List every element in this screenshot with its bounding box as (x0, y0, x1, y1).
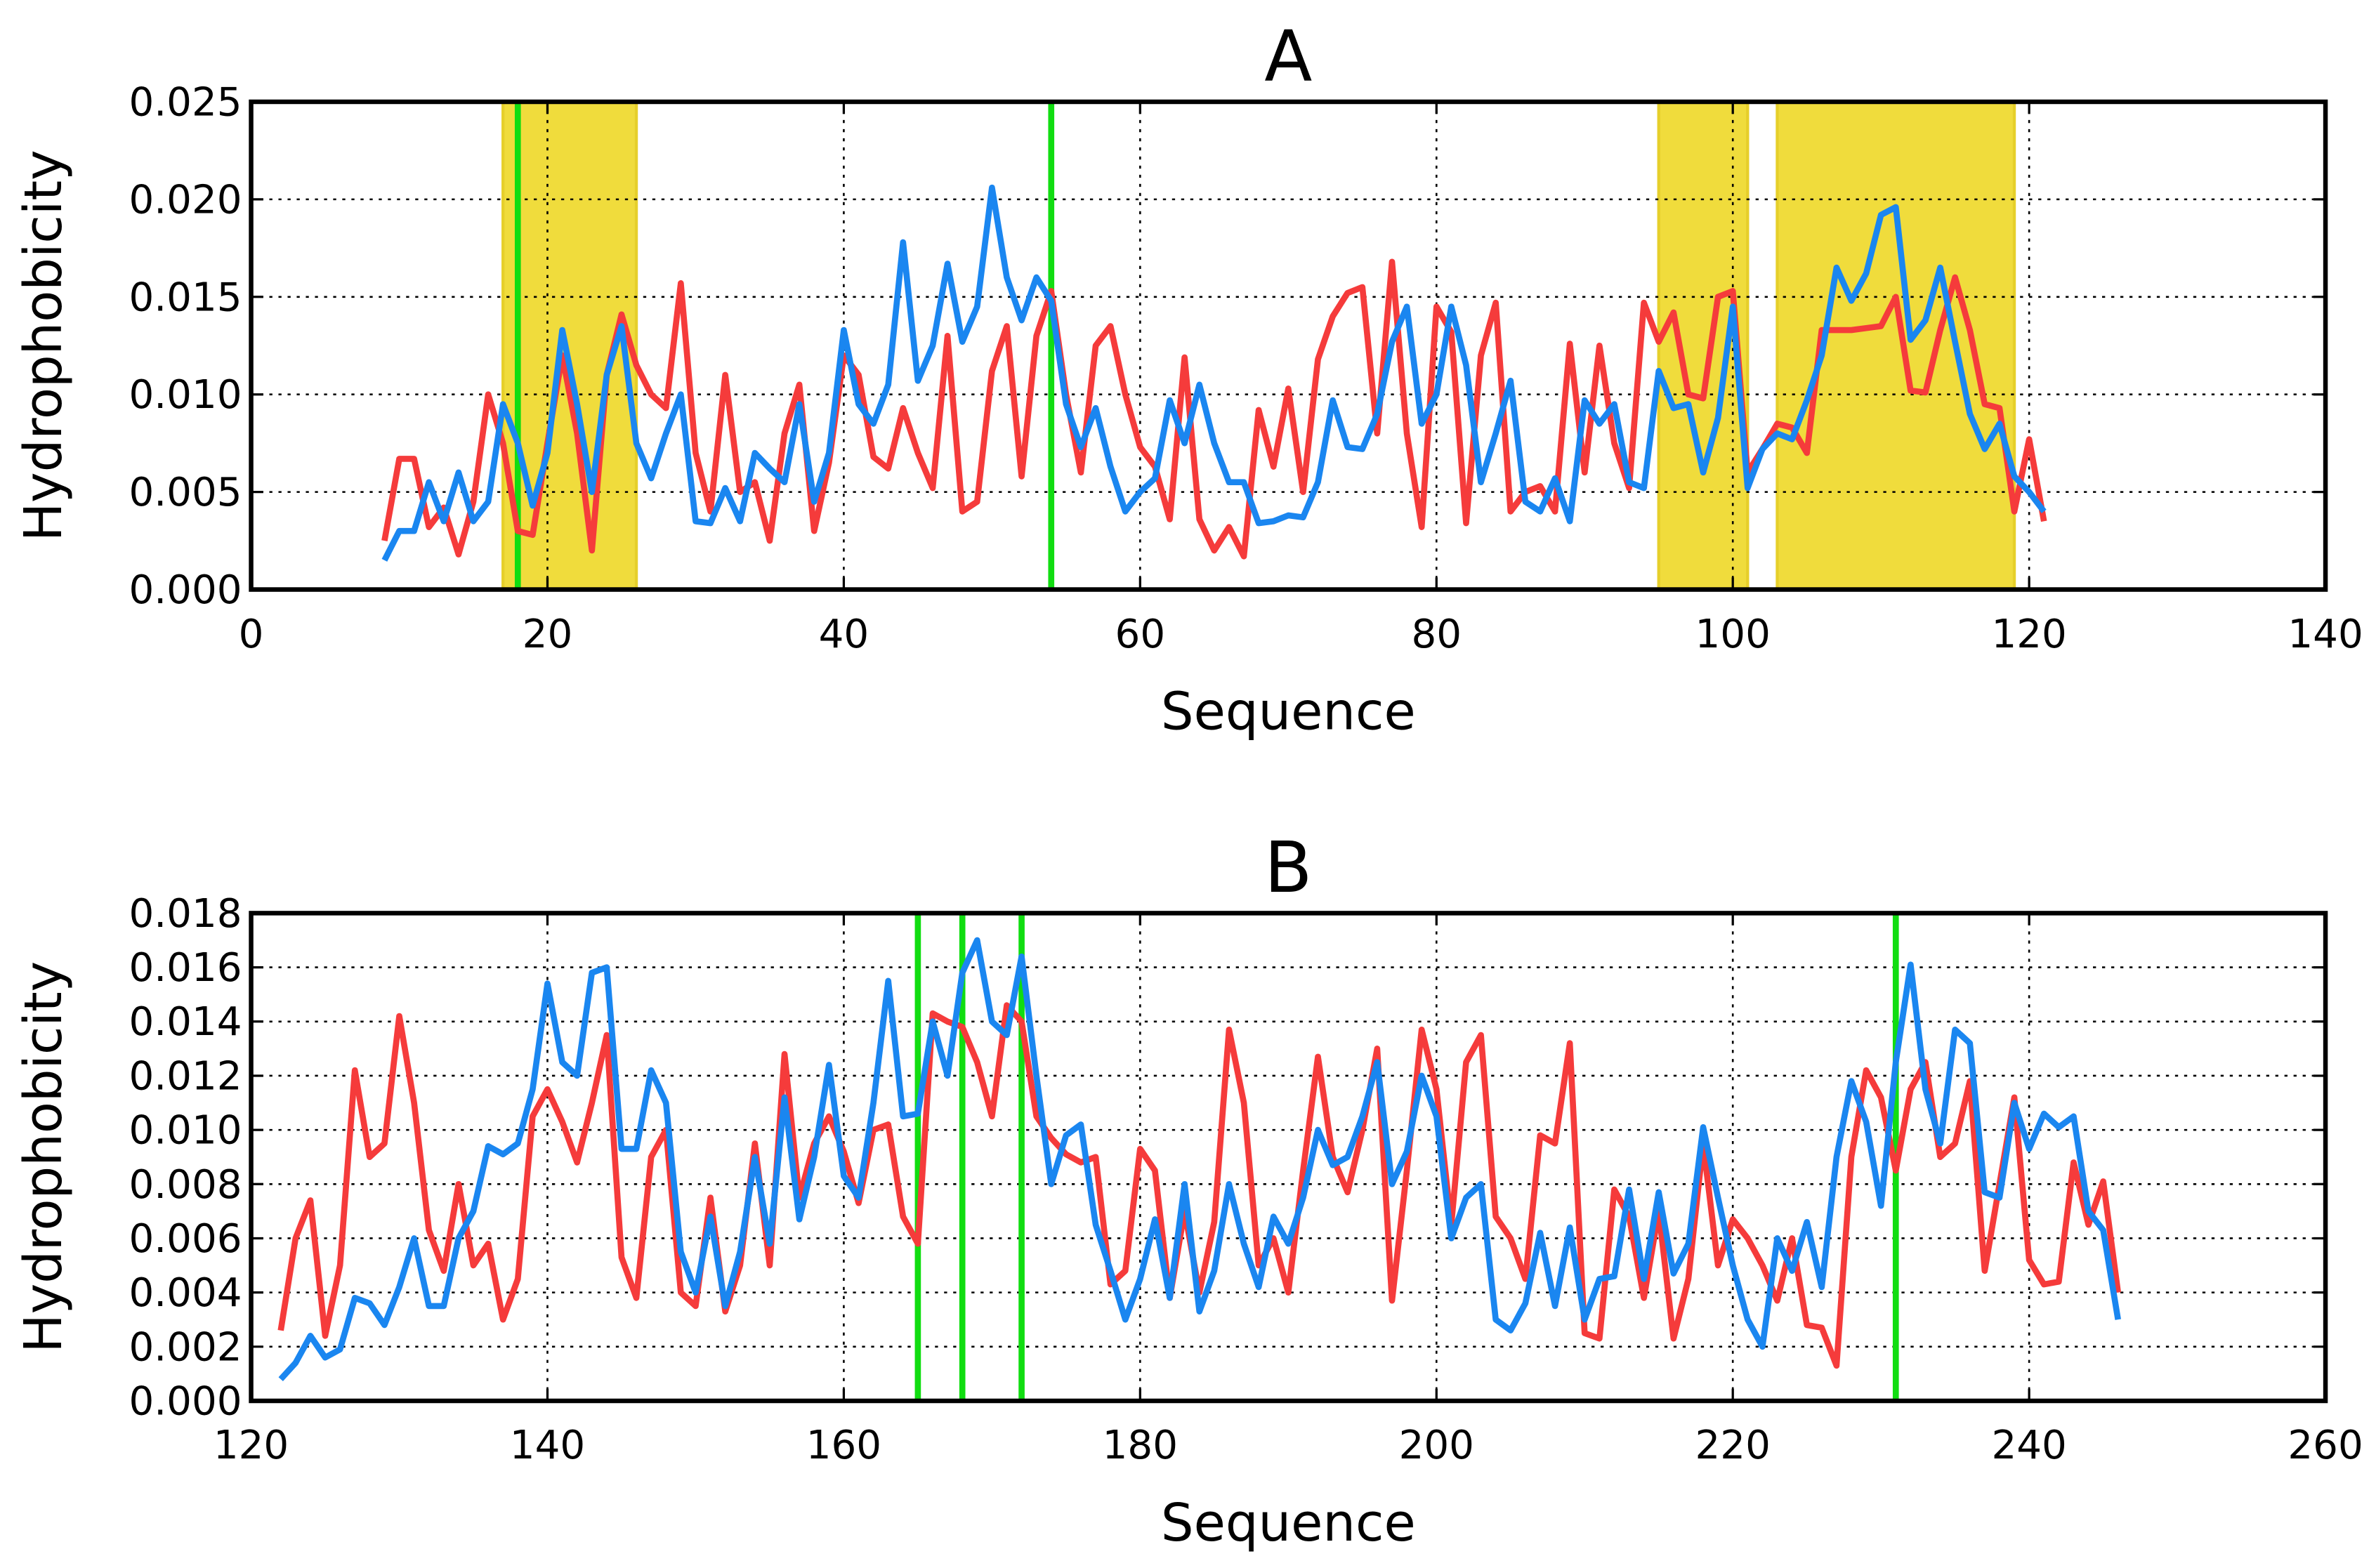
x-tick-label: 260 (2288, 1423, 2363, 1468)
y-tick-label: 0.010 (129, 1108, 242, 1154)
y-axis-label: Hydrophobicity (14, 150, 74, 541)
data-line (278, 937, 2121, 1382)
x-tick-label: 240 (1991, 1423, 2066, 1468)
y-tick-label: 0.000 (129, 567, 242, 613)
y-tick-label: 0.018 (129, 891, 242, 937)
x-tick-label: 120 (1991, 612, 2066, 657)
y-tick-label: 0.016 (129, 945, 242, 991)
x-tick-label: 40 (819, 612, 869, 657)
x-tick-label: 100 (1695, 612, 1771, 657)
plot-frame (249, 99, 2328, 592)
y-tick-label: 0.025 (129, 79, 242, 125)
highlight-span (1776, 100, 2016, 591)
x-tick-label: 120 (214, 1423, 289, 1468)
x-tick-label: 180 (1103, 1423, 1178, 1468)
x-tick-label: 140 (510, 1423, 585, 1468)
chart-title: A (1264, 17, 1312, 98)
y-tick-label: 0.000 (129, 1378, 242, 1424)
y-axis-label: Hydrophobicity (14, 961, 74, 1353)
chart-title: B (1264, 828, 1312, 909)
y-tick-label: 0.004 (129, 1270, 242, 1316)
plot-frame (249, 911, 2328, 1404)
y-tick-label: 0.012 (129, 1053, 242, 1099)
x-axis-label: Sequence (1161, 1494, 1416, 1553)
y-tick-label: 0.020 (129, 177, 242, 223)
y-tick-label: 0.008 (129, 1162, 242, 1208)
data-line (381, 184, 2047, 562)
panel: 120 140 160 180 200 220 240 260 0.000 0.002 0.004 0… (14, 828, 2363, 1553)
y-tick-label: 0.005 (129, 470, 242, 515)
y-tick-label: 0.006 (129, 1216, 242, 1262)
y-tick-label: 0.015 (129, 275, 242, 320)
x-tick-label: 60 (1115, 612, 1166, 657)
y-tick-label: 0.010 (129, 372, 242, 418)
highlight-span (1657, 100, 1750, 591)
x-tick-label: 0 (239, 612, 264, 657)
x-tick-label: 80 (1411, 612, 1462, 657)
x-tick-label: 20 (523, 612, 573, 657)
x-axis-label: Sequence (1161, 683, 1416, 742)
x-tick-label: 160 (806, 1423, 881, 1468)
x-tick-label: 140 (2288, 612, 2363, 657)
y-tick-label: 0.014 (129, 999, 242, 1045)
x-tick-label: 200 (1399, 1423, 1474, 1468)
x-tick-label: 220 (1695, 1423, 1771, 1468)
y-tick-label: 0.002 (129, 1324, 242, 1370)
panel: 0 20 40 60 80 100 120 140 0.000 0.005 0.010 0.015 0.… (14, 17, 2363, 742)
